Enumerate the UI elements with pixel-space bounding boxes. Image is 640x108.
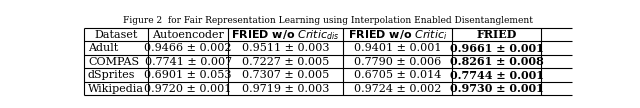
Text: dSprites: dSprites xyxy=(88,70,136,80)
Text: 0.9724 ± 0.002: 0.9724 ± 0.002 xyxy=(354,84,441,94)
Text: 0.9401 ± 0.001: 0.9401 ± 0.001 xyxy=(354,43,442,53)
Text: 0.9511 ± 0.003: 0.9511 ± 0.003 xyxy=(241,43,329,53)
Text: 0.8261 ± 0.008: 0.8261 ± 0.008 xyxy=(450,56,544,67)
Text: 0.9466 ± 0.002: 0.9466 ± 0.002 xyxy=(145,43,232,53)
Text: 0.9730 ± 0.001: 0.9730 ± 0.001 xyxy=(450,83,544,94)
Text: 0.7307 ± 0.005: 0.7307 ± 0.005 xyxy=(242,70,329,80)
Text: 0.9720 ± 0.001: 0.9720 ± 0.001 xyxy=(145,84,232,94)
Text: 0.7744 ± 0.001: 0.7744 ± 0.001 xyxy=(450,70,544,81)
Text: Wikipedia: Wikipedia xyxy=(88,84,144,94)
Text: $\bf{FRIED\ w/o}$ $\mathit{Critic}_{dis}$: $\bf{FRIED\ w/o}$ $\mathit{Critic}_{dis}… xyxy=(231,28,339,42)
Text: 0.6901 ± 0.053: 0.6901 ± 0.053 xyxy=(145,70,232,80)
Text: Dataset: Dataset xyxy=(95,30,138,40)
Text: COMPAS: COMPAS xyxy=(88,57,139,67)
Text: 0.7790 ± 0.006: 0.7790 ± 0.006 xyxy=(354,57,441,67)
Text: 0.9661 ± 0.001: 0.9661 ± 0.001 xyxy=(450,43,544,54)
Text: Autoencoder: Autoencoder xyxy=(152,30,224,40)
Text: 0.7227 ± 0.005: 0.7227 ± 0.005 xyxy=(242,57,329,67)
Text: 0.7741 ± 0.007: 0.7741 ± 0.007 xyxy=(145,57,232,67)
Text: 0.6705 ± 0.014: 0.6705 ± 0.014 xyxy=(354,70,441,80)
Text: FRIED: FRIED xyxy=(477,29,517,40)
Text: Adult: Adult xyxy=(88,43,118,53)
Text: Figure 2  for Fair Representation Learning using Interpolation Enabled Disentang: Figure 2 for Fair Representation Learnin… xyxy=(123,16,533,25)
Text: 0.9719 ± 0.003: 0.9719 ± 0.003 xyxy=(242,84,329,94)
Text: $\bf{FRIED\ w/o}$ $\mathit{Critic}_i$: $\bf{FRIED\ w/o}$ $\mathit{Critic}_i$ xyxy=(348,28,447,42)
